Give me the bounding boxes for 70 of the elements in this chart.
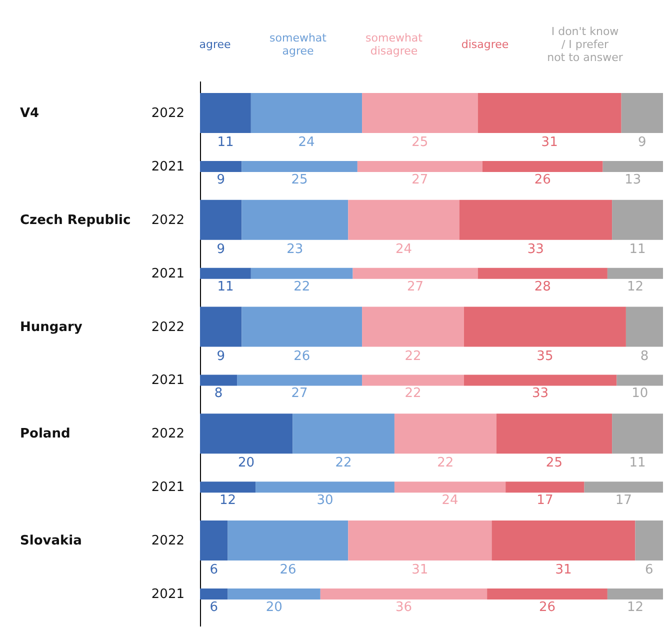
y-tick-label: 2022: [151, 212, 184, 228]
data-label: 22: [404, 386, 422, 402]
data-label: 10: [632, 386, 648, 402]
data-label: 12: [626, 600, 644, 615]
data-label: 33: [527, 242, 544, 257]
data-label: 6: [210, 600, 218, 615]
data-label: 11: [629, 242, 646, 257]
data-label: 11: [217, 279, 234, 294]
data-label: 11: [217, 135, 234, 150]
y-tick-label: 2022: [151, 426, 184, 442]
y-tick-label: 2021: [151, 266, 184, 282]
text: agree: [199, 38, 231, 51]
data-label: 22: [437, 456, 454, 471]
data-label: 17: [536, 493, 554, 508]
y-tick-label: 2021: [151, 586, 184, 602]
y-tick-label: 2022: [151, 106, 184, 122]
text: disagree: [461, 38, 509, 51]
data-label: 23: [286, 242, 304, 257]
data-label: 26: [538, 600, 556, 615]
text: I don't know / I prefer not to answer: [547, 24, 624, 64]
data-label: 31: [541, 135, 558, 150]
y-tick-label: 2021: [151, 480, 184, 496]
data-label: 13: [624, 172, 642, 188]
data-label: 9: [216, 172, 225, 188]
data-label: 35: [536, 348, 554, 364]
data-label: 25: [412, 135, 428, 150]
text: somewhat disagree: [366, 31, 424, 58]
data-label: 22: [404, 348, 422, 364]
data-label: 24: [395, 242, 412, 257]
data-label: 20: [266, 600, 282, 615]
data-label: 26: [534, 172, 551, 188]
y-tick-label: 2021: [151, 159, 184, 174]
y-tick-label: 2022: [151, 534, 184, 549]
data-label: 17: [615, 493, 632, 508]
y-tick-label: 2022: [151, 320, 184, 335]
data-label: 12: [220, 493, 236, 508]
data-label: 30: [316, 493, 334, 508]
text: somewhat agree: [270, 31, 328, 58]
data-label: 27: [407, 279, 424, 294]
data-label: 9: [638, 135, 646, 150]
data-label: 31: [412, 562, 428, 578]
data-label: 28: [534, 279, 551, 294]
data-label: 9: [216, 348, 225, 364]
data-label: 36: [395, 600, 412, 615]
data-label: 27: [291, 386, 308, 402]
data-label: 9: [216, 242, 225, 257]
text: Hungary: [20, 320, 83, 335]
data-label: 12: [626, 279, 644, 294]
data-label: 8: [214, 386, 223, 402]
y-tick-label: 2021: [151, 373, 184, 388]
data-label: 20: [238, 456, 255, 471]
text: Czech Republic: [20, 212, 131, 228]
data-label: 24: [298, 135, 315, 150]
text: Slovakia: [20, 534, 82, 549]
data-label: 25: [546, 456, 562, 471]
data-label: 11: [629, 456, 646, 471]
data-label: 6: [644, 562, 654, 578]
data-label: 24: [442, 493, 458, 508]
text: Poland: [20, 426, 70, 442]
text: V4: [20, 106, 40, 122]
data-label: 22: [294, 279, 310, 294]
data-label: 25: [291, 172, 308, 188]
data-label: 26: [280, 562, 296, 578]
data-label: 6: [210, 562, 218, 578]
data-label: 26: [294, 348, 310, 364]
data-label: 27: [412, 172, 428, 188]
data-label: 8: [640, 348, 649, 364]
data-label: 22: [335, 456, 352, 471]
data-label: 31: [555, 562, 572, 578]
data-label: 33: [532, 386, 549, 402]
